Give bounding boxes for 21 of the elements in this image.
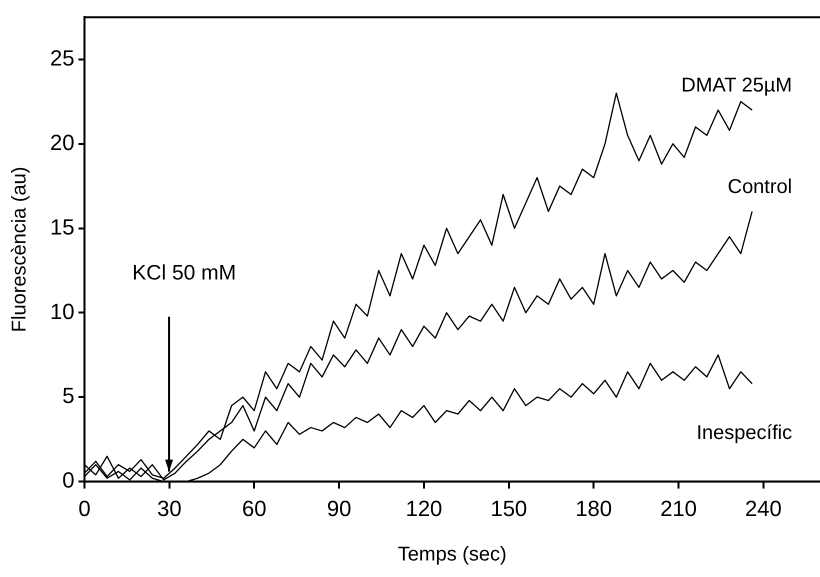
x-tick-label: 210: [660, 496, 697, 521]
y-tick-label: 25: [50, 45, 74, 70]
x-tick-label: 90: [326, 496, 352, 521]
y-tick-label: 0: [62, 468, 74, 493]
text: Inespecífic: [696, 422, 792, 444]
x-tick-label: 60: [242, 496, 266, 521]
y-tick-label: 10: [50, 298, 74, 324]
y-tick-label: 15: [50, 214, 74, 240]
x-tick-label: 0: [78, 496, 91, 521]
series-label: Control: [728, 176, 792, 198]
x-tick-label: 240: [745, 496, 782, 521]
x-tick-label: 180: [575, 496, 612, 521]
y-tick-label: 5: [62, 383, 74, 408]
x-axis-title: Temps (sec): [398, 544, 507, 566]
x-tick-label: 150: [490, 496, 528, 521]
x-tick-label: 30: [157, 496, 182, 521]
y-axis-title: Fluorescència (au): [8, 166, 31, 332]
y-tick-label: 20: [50, 130, 74, 155]
series-label: DMAT 25µM: [681, 74, 792, 97]
annotation: KCl 50 mM: [132, 262, 236, 285]
x-tick-label: 120: [406, 496, 442, 521]
